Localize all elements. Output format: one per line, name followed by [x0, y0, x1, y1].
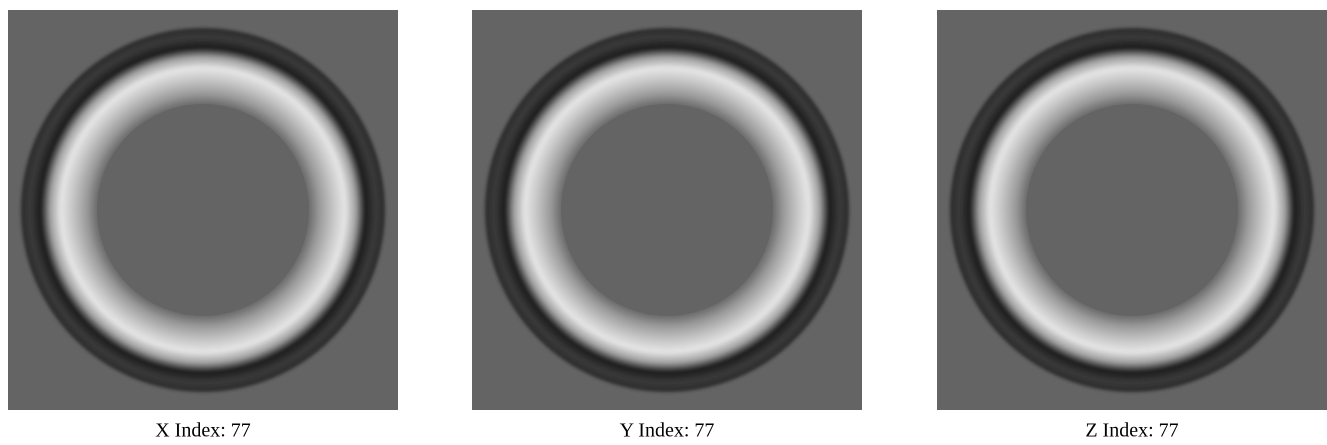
- slice-panel: X Index: 77: [8, 10, 398, 442]
- slice-panel: Z Index: 77: [937, 10, 1327, 442]
- inner-cavity: [561, 104, 773, 316]
- slice-panel: Y Index: 77: [472, 10, 862, 442]
- slice-caption: Z Index: 77: [1085, 420, 1178, 442]
- figure: X Index: 77 Y Index: 77 Z Index: 77: [0, 0, 1327, 445]
- inner-cavity: [1026, 104, 1238, 316]
- slice-caption: Y Index: 77: [620, 420, 715, 442]
- inner-cavity: [97, 104, 309, 316]
- slice-caption: X Index: 77: [155, 420, 251, 442]
